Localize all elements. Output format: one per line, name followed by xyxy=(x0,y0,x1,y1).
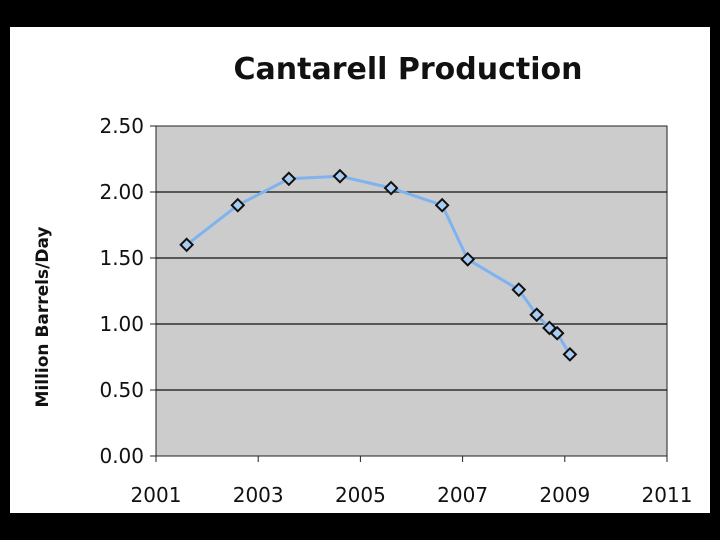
chart-title: Cantarell Production xyxy=(234,52,583,87)
y-tick-label: 1.50 xyxy=(99,246,144,270)
data-point xyxy=(179,237,195,253)
data-point xyxy=(460,251,476,267)
data-point xyxy=(281,171,297,187)
x-tick-label: 2003 xyxy=(233,483,284,507)
chart-frame: Cantarell Production Million Barrels/Day… xyxy=(10,27,710,513)
x-tick-label: 2005 xyxy=(335,483,386,507)
y-tick-label: 0.00 xyxy=(99,444,144,468)
y-axis-label: Million Barrels/Day xyxy=(33,227,53,408)
chart: Cantarell Production Million Barrels/Day… xyxy=(33,52,693,507)
x-tick-label: 2009 xyxy=(539,483,590,507)
data-point xyxy=(230,197,246,213)
data-point xyxy=(562,346,578,362)
x-tick-label: 2007 xyxy=(437,483,488,507)
x-tick-label: 2001 xyxy=(131,483,182,507)
y-tick-label: 1.00 xyxy=(99,312,144,336)
data-point xyxy=(434,197,450,213)
y-tick-label: 0.50 xyxy=(99,378,144,402)
data-point xyxy=(529,307,545,323)
x-tick-labels: 2001 2003 2005 2007 2009 2011 xyxy=(131,483,693,507)
y-tick-label: 2.50 xyxy=(99,114,144,138)
data-point xyxy=(511,282,527,298)
x-tick-label: 2011 xyxy=(642,483,693,507)
data-point xyxy=(549,325,565,341)
data-point xyxy=(383,180,399,196)
y-tick-label: 2.00 xyxy=(99,180,144,204)
series-production xyxy=(179,168,578,362)
data-point xyxy=(332,168,348,184)
plot-area xyxy=(155,125,668,457)
gridlines xyxy=(150,125,668,462)
y-tick-labels: 0.00 0.50 1.00 1.50 2.00 2.50 xyxy=(99,114,144,468)
